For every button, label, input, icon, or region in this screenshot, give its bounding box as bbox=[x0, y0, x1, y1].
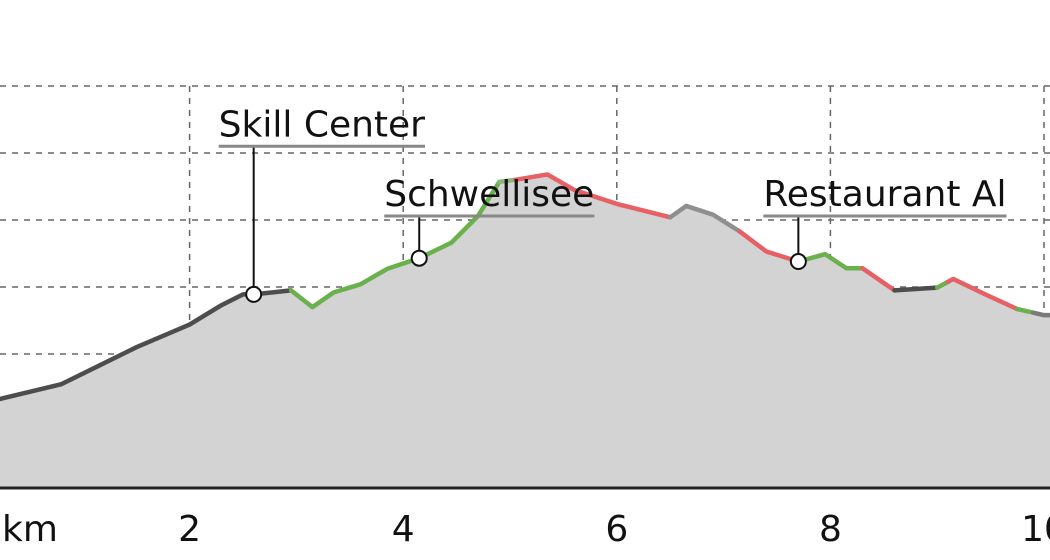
x-tick-label: 2 bbox=[178, 509, 201, 550]
x-tick-label: 8 bbox=[819, 509, 842, 550]
elevation-area-fill bbox=[0, 174, 1050, 488]
profile-segment-difficult bbox=[513, 172, 673, 220]
profile-segment-medium bbox=[288, 179, 502, 310]
x-axis-unit-label: km bbox=[2, 509, 58, 550]
profile-segment-unknown bbox=[667, 203, 742, 234]
x-tick-label: 10 bbox=[1021, 509, 1050, 550]
profile-segment-medium bbox=[497, 177, 518, 185]
waypoint-marker bbox=[789, 253, 807, 271]
profile-segment-easy bbox=[892, 285, 940, 293]
waypoint-label: Restaurant Al bbox=[763, 174, 1006, 215]
waypoint-marker bbox=[410, 249, 428, 267]
x-tick-label: 4 bbox=[392, 509, 415, 550]
x-tick-label: 6 bbox=[605, 509, 628, 550]
waypoint-markers: Skill Center Schwellisee Restaurant Al bbox=[218, 104, 1007, 303]
waypoint-marker bbox=[245, 285, 263, 303]
profile-segment-difficult bbox=[945, 276, 1020, 312]
x-axis-ticks: km 2 4 6 8 10 bbox=[2, 509, 1050, 550]
profile-segment-difficult bbox=[737, 229, 801, 264]
profile-segment-medium bbox=[796, 251, 865, 271]
waypoint-label: Skill Center bbox=[219, 104, 426, 145]
profile-segment-difficult bbox=[860, 265, 897, 293]
profile-segment-easy bbox=[1031, 310, 1050, 318]
profile-segment-medium bbox=[1015, 306, 1036, 315]
waypoint-label: Schwellisee bbox=[384, 174, 594, 215]
